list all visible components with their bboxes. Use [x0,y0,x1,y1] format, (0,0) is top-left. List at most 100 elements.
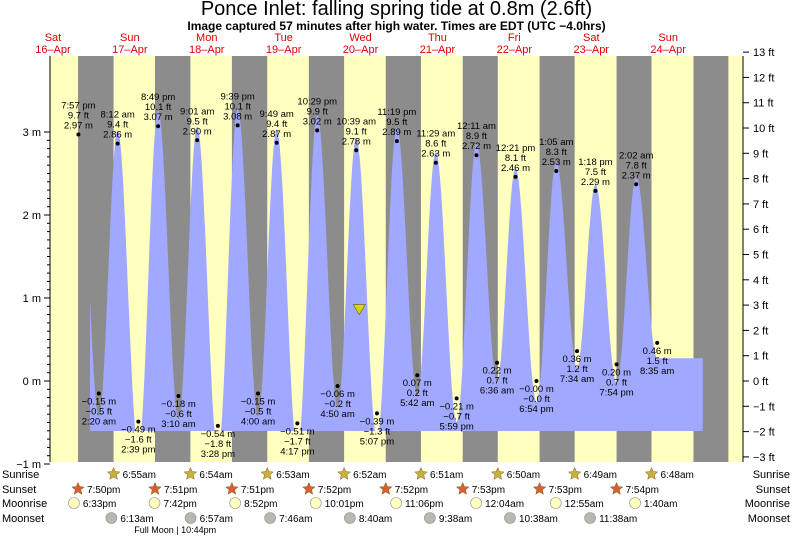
high-tide-m: 2.90 m [183,126,212,137]
low-tide-time: 6:54 pm [519,404,553,415]
high-tide-m: 2.89 m [382,127,411,138]
low-tide-ft: 1.2 ft [566,364,587,375]
high-tide-ft: 10.1 ft [224,101,251,112]
low-tide-time: 5:07 pm [360,436,394,447]
low-tide-point [295,421,300,426]
high-tide-m: 2.78 m [342,136,371,147]
low-tide-ft: −0.5 ft [245,406,272,417]
high-tide-ft: 9.7 ft [68,110,89,121]
low-tide-ft: −0.5 ft [86,406,113,417]
date-label: 17–Apr [112,44,148,56]
high-tide-ft: 7.8 ft [626,160,647,171]
low-tide-time: 4:17 pm [280,446,314,457]
sunset-icon [609,481,624,495]
day-label: Sun [658,32,678,44]
high-tide-point [76,132,81,137]
sunset-time: 7:52pm [318,485,351,496]
high-tide-time: 9:39 pm [221,91,255,102]
low-tide-point [655,340,660,345]
low-tide-point [415,373,420,378]
high-tide-point [593,188,598,193]
left-tick-label: 2 m [23,210,41,222]
moonrise-icon [309,497,322,509]
date-label: 16–Apr [35,44,71,56]
moonrise-icon [470,497,482,509]
sunset-time: 7:50pm [87,485,120,496]
left-tick-label: 1 m [23,293,41,305]
high-tide-ft: 9.4 ft [266,119,287,130]
sunset-time: 7:53pm [549,485,582,496]
row-label-left: Sunset [2,484,36,496]
day-label: Sat [45,32,62,44]
date-label: 20–Apr [343,44,379,56]
moonrise-time: 10:01pm [325,499,364,510]
high-tide-m: 2.72 m [462,141,491,152]
day-label: Mon [196,32,217,44]
high-tide-m: 2.46 m [501,163,530,174]
moonrise-time: 12:04am [485,499,524,510]
low-tide-time: 5:42 am [400,398,434,409]
low-tide-time: 3:10 am [161,419,195,430]
low-tide-ft: −0.6 ft [165,409,192,420]
low-tide-point [256,391,261,396]
low-tide-ft: −0.0 ft [523,394,550,405]
right-tick-label: 7 ft [753,199,768,211]
chart-title: Ponce Inlet: falling spring tide at 0.8m… [200,0,593,20]
sunset-time: 7:53pm [472,485,505,496]
moonrise-icon [390,497,402,509]
date-label: 18–Apr [189,44,225,56]
high-tide-point [554,169,559,174]
low-tide-m: −0.06 m [320,389,355,400]
high-tide-ft: 8.3 ft [546,147,567,158]
low-tide-point [374,411,379,416]
high-tide-time: 11:19 pm [377,107,416,118]
moonrise-icon [68,497,80,509]
moonrise-time: 7:42pm [164,499,197,510]
low-tide-ft: 1.5 ft [647,356,668,367]
low-tide-point [176,393,181,398]
high-tide-m: 3.02 m [303,116,332,127]
low-tide-ft: −1.8 ft [205,439,232,450]
sunrise-time: 6:50am [507,470,540,481]
low-tide-ft: 0.7 ft [606,377,627,388]
low-tide-time: 7:54 pm [599,387,633,398]
high-tide-ft: 8.1 ft [505,153,526,164]
right-tick-label: 11 ft [753,98,774,110]
moonrise-icon [549,497,562,509]
low-tide-time: 4:50 am [320,409,354,420]
low-tide-m: 0.36 m [563,354,592,365]
high-tide-m: 2.29 m [581,177,610,188]
high-tide-time: 10:29 pm [297,96,337,107]
sunrise-icon [337,466,351,480]
row-label-left: Sunrise [2,469,39,481]
moon-phase-label: Full Moon | 10:44pm [134,525,216,535]
sunset-icon [532,481,547,495]
right-tick-label: 6 ft [753,224,768,236]
sunrise-icon [414,466,428,480]
sunset-icon [71,481,85,495]
moonset-icon [344,512,356,524]
high-tide-point [274,140,279,145]
right-tick-label: −2 ft [753,427,775,439]
high-tide-m: 2.97 m [64,120,93,131]
low-tide-ft: 0.7 ft [486,376,507,387]
high-tide-point [394,139,399,144]
right-tick-label: 2 ft [753,325,768,337]
right-tick-label: 5 ft [753,250,768,262]
right-tick-label: −1 ft [753,401,775,413]
high-tide-point [634,182,639,187]
low-tide-m: −0.18 m [161,399,196,410]
moonset-time: 7:46am [279,514,312,525]
row-label-right: Moonrise [745,498,790,510]
low-tide-time: 4:00 am [241,416,275,427]
date-label: 19–Apr [266,44,302,56]
moonset-icon [504,512,516,524]
high-tide-time: 2:02 am [619,150,653,161]
low-tide-ft: 0.2 ft [407,388,428,399]
low-tide-m: −0.54 m [201,429,236,440]
right-tick-label: 1 ft [753,351,768,363]
date-label: 21–Apr [420,44,456,56]
low-tide-m: −0.21 m [439,401,474,412]
low-tide-m: −0.49 m [121,425,156,436]
